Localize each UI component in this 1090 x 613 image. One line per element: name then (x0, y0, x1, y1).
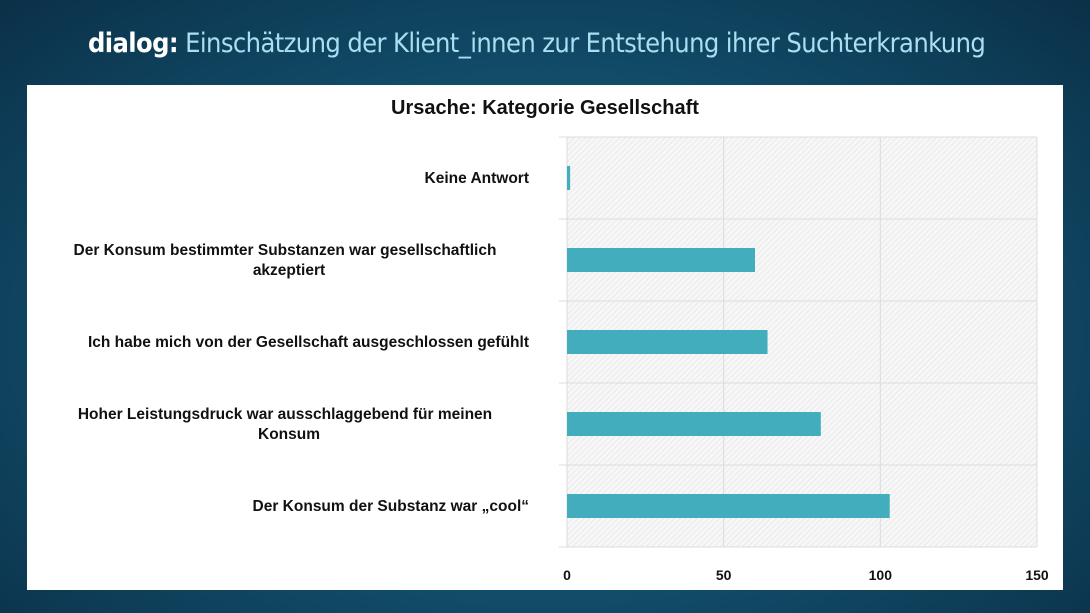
category-label: akzeptiert (253, 262, 325, 279)
x-tick-label: 50 (716, 567, 732, 583)
bar (567, 412, 821, 436)
x-tick-label: 150 (1025, 567, 1049, 583)
category-label: Ich habe mich von der Gesellschaft ausge… (88, 334, 529, 351)
brand-logo: dialog: (88, 28, 179, 59)
bar (567, 248, 755, 272)
category-label: Hoher Leistungsdruck war ausschlaggebend… (78, 406, 492, 423)
bar (567, 166, 571, 190)
bar (567, 494, 890, 518)
category-label: Der Konsum der Substanz war „cool“ (253, 498, 529, 515)
category-label: Keine Antwort (425, 170, 529, 187)
chart-panel: Ursache: Kategorie Gesellschaft 0 50 100 15… (27, 85, 1063, 590)
bar (567, 330, 768, 354)
bar-chart: 0 50 100 150 Keine Antwort Der Konsum bestimm… (74, 136, 1049, 583)
category-label: Der Konsum bestimmter Substanzen war ges… (74, 242, 497, 259)
x-tick-label: 0 (563, 567, 571, 583)
slide-title-text: Einschätzung der Klient_innen zur Entste… (185, 28, 986, 59)
slide-title: dialog: Einschätzung der Klient_innen zu… (88, 28, 986, 59)
chart-title: Ursache: Kategorie Gesellschaft (391, 97, 699, 119)
x-tick-label: 100 (869, 567, 893, 583)
category-label: Konsum (258, 426, 320, 443)
